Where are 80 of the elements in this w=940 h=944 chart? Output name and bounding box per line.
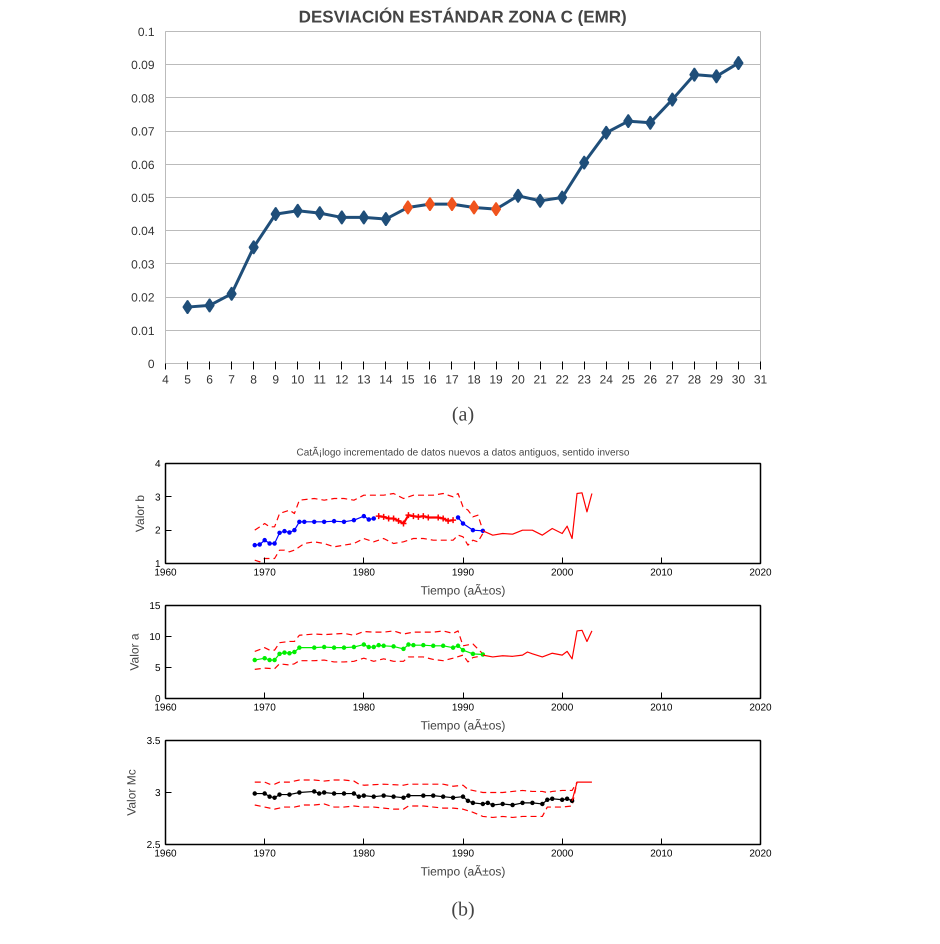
x-tick-label: 1990 xyxy=(452,568,475,578)
x-tick-label: 1960 xyxy=(154,848,178,860)
x-tick-label: 31 xyxy=(754,372,768,386)
x-tick-label: 28 xyxy=(688,372,702,386)
x-axis-title: Tiempo (aÃ±os) xyxy=(420,718,506,732)
x-tick-label: 1970 xyxy=(254,568,276,578)
x-tick-label: 1990 xyxy=(452,848,475,860)
x-tick-label: 13 xyxy=(357,372,371,386)
x-tick-label: 10 xyxy=(291,372,305,386)
x-tick-label: 1980 xyxy=(352,568,376,578)
x-tick-label: 1970 xyxy=(254,702,276,714)
y-tick-label: 4 xyxy=(154,459,161,470)
y-tick-label: 0.06 xyxy=(131,158,155,172)
x-tick-label: 12 xyxy=(335,372,349,386)
x-tick-label: 2000 xyxy=(551,848,574,860)
x-tick-label: 2010 xyxy=(650,568,673,578)
y-tick-label: 0 xyxy=(154,694,161,705)
x-axis-title: Tiempo (aÃ±os) xyxy=(420,864,506,878)
x-tick-label: 22 xyxy=(555,372,570,386)
x-tick-label: 11 xyxy=(314,372,326,386)
x-tick-label: 1980 xyxy=(352,848,376,860)
chart-title: CatÃ¡logo incrementado de datos nuevos a datos antiguos, sentido inverso xyxy=(296,446,630,458)
y-tick-label: 0.05 xyxy=(131,191,155,205)
y-axis-title: Valor b xyxy=(132,494,147,532)
x-tick-label: 2010 xyxy=(650,702,673,714)
y-tick-label: 0.09 xyxy=(131,58,155,72)
x-tick-label: 30 xyxy=(732,372,746,386)
y-tick-label: 5 xyxy=(154,663,161,674)
x-tick-label: 15 xyxy=(401,372,415,386)
x-tick-label: 5 xyxy=(184,372,192,386)
x-tick-label: 24 xyxy=(600,372,614,386)
x-axis-title: Tiempo (aÃ±os) xyxy=(420,584,506,598)
x-tick-label: 2010 xyxy=(650,848,673,860)
y-tick-label: 0 xyxy=(148,357,155,371)
x-tick-label: 27 xyxy=(666,372,680,386)
x-tick-label: 19 xyxy=(489,372,504,386)
x-tick-label: 25 xyxy=(622,372,636,386)
text: (b) xyxy=(451,898,475,920)
x-tick-label: 1970 xyxy=(254,848,276,860)
x-tick-label: 29 xyxy=(710,372,724,386)
y-tick-label: 0.02 xyxy=(131,290,155,305)
y-tick-label: 3 xyxy=(154,788,161,799)
x-tick-label: 21 xyxy=(533,372,548,386)
text: (a) xyxy=(452,404,474,426)
x-tick-label: 17 xyxy=(445,372,459,386)
x-tick-label: 18 xyxy=(467,372,482,386)
x-tick-label: 20 xyxy=(511,372,526,386)
y-tick-label: 15 xyxy=(149,601,161,612)
x-tick-label: 7 xyxy=(228,372,236,386)
x-tick-label: 9 xyxy=(272,372,280,386)
y-tick-label: 0.1 xyxy=(138,25,155,39)
x-tick-label: 1960 xyxy=(154,702,178,714)
x-tick-label: 23 xyxy=(578,372,592,386)
y-tick-label: 2 xyxy=(154,526,161,537)
chart-title: DESVIACIÓN ESTÁNDAR ZONA C (EMR) xyxy=(298,6,627,26)
x-tick-label: 6 xyxy=(206,372,214,386)
x-tick-label: 1980 xyxy=(352,702,376,714)
y-tick-label: 1 xyxy=(154,559,161,570)
y-tick-label: 0.03 xyxy=(131,257,155,272)
y-tick-label: 3.5 xyxy=(146,736,161,747)
x-tick-label: 26 xyxy=(644,372,658,386)
y-tick-label: 0.04 xyxy=(131,224,155,238)
x-tick-label: 2000 xyxy=(551,568,574,578)
x-tick-label: 1960 xyxy=(154,568,178,578)
y-tick-label: 10 xyxy=(149,632,161,643)
x-tick-label: 8 xyxy=(250,372,258,386)
y-tick-label: 2.5 xyxy=(146,840,161,851)
x-tick-label: 16 xyxy=(423,372,437,386)
y-tick-label: 0.07 xyxy=(131,124,155,139)
y-tick-label: 0.01 xyxy=(131,324,155,338)
y-axis-title: Valor Mc xyxy=(124,769,139,816)
x-tick-label: 2020 xyxy=(749,568,772,578)
x-tick-label: 2020 xyxy=(749,848,772,860)
y-axis-title: Valor a xyxy=(127,633,142,671)
x-tick-label: 1990 xyxy=(452,702,475,714)
x-tick-label: 14 xyxy=(379,372,393,386)
x-tick-label: 2000 xyxy=(551,702,574,714)
x-tick-label: 2020 xyxy=(749,702,772,714)
y-tick-label: 3 xyxy=(154,492,161,504)
y-tick-label: 0.08 xyxy=(131,91,155,106)
